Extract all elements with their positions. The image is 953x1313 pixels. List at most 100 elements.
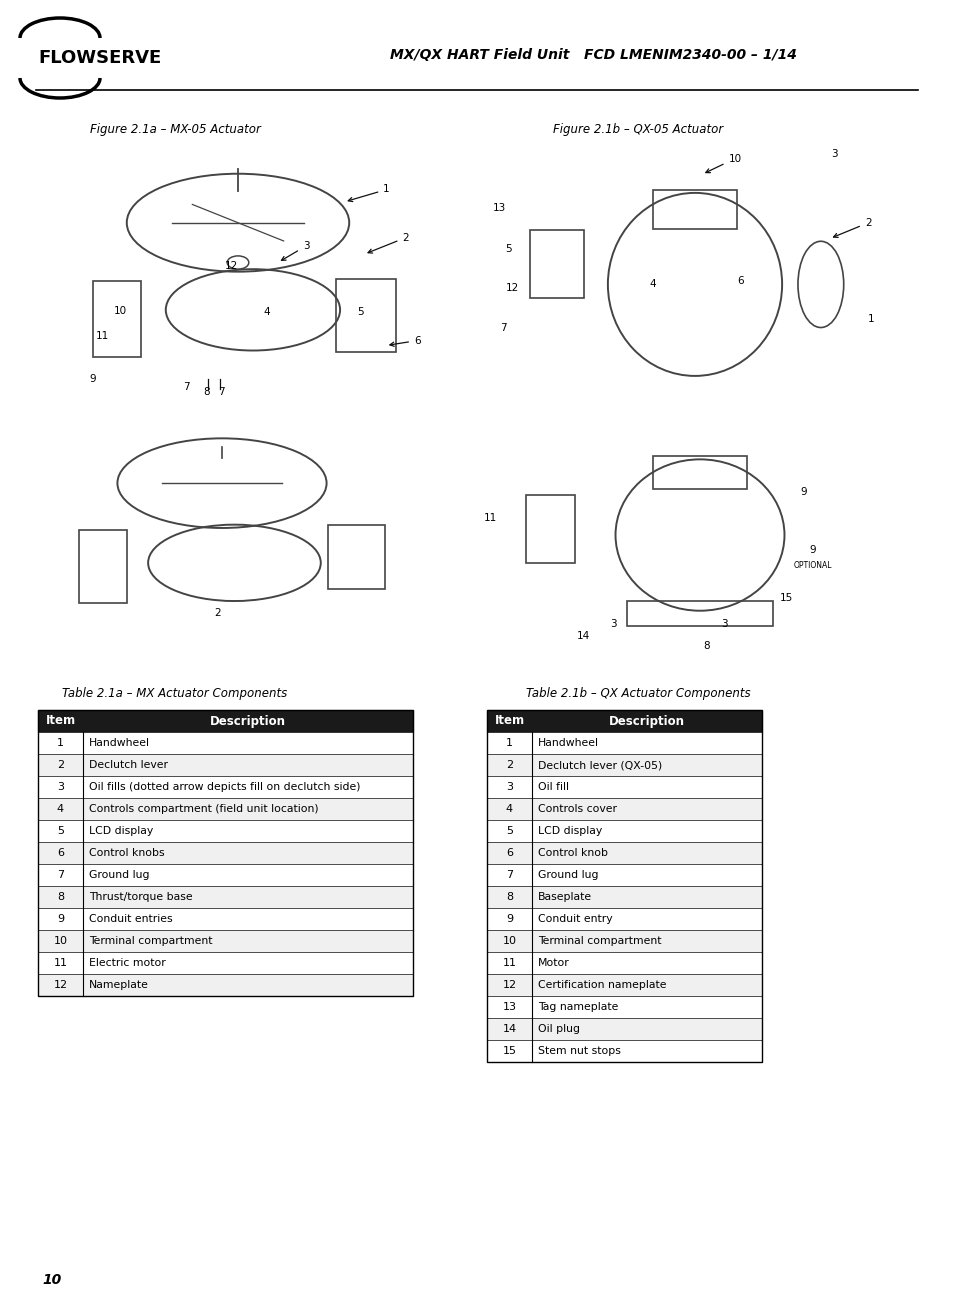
Text: 15: 15: [502, 1046, 516, 1056]
Bar: [486, 710, 761, 733]
Text: 11: 11: [53, 958, 68, 968]
Text: 9: 9: [808, 545, 815, 554]
Bar: [486, 909, 761, 930]
Text: 5: 5: [505, 826, 513, 836]
Bar: [38, 710, 413, 997]
Text: 10: 10: [113, 306, 127, 316]
Text: Control knob: Control knob: [537, 848, 607, 857]
Bar: [486, 952, 761, 974]
Text: 7: 7: [57, 871, 64, 880]
Text: Table 2.1b – QX Actuator Components: Table 2.1b – QX Actuator Components: [525, 688, 749, 701]
Bar: [328, 525, 384, 590]
Text: 7: 7: [183, 382, 190, 393]
Text: Controls compartment (field unit location): Controls compartment (field unit locatio…: [89, 804, 318, 814]
Text: 6: 6: [737, 277, 743, 286]
Bar: [486, 798, 761, 821]
Text: 9: 9: [505, 914, 513, 924]
Text: Terminal compartment: Terminal compartment: [89, 936, 213, 945]
Text: Oil plug: Oil plug: [537, 1024, 579, 1035]
Text: 11: 11: [483, 513, 497, 523]
Text: 5: 5: [504, 244, 511, 253]
Bar: [486, 821, 761, 842]
Text: 14: 14: [502, 1024, 516, 1035]
Text: 3: 3: [57, 783, 64, 792]
Text: Description: Description: [608, 714, 684, 727]
Text: 2: 2: [505, 760, 513, 769]
Bar: [486, 1018, 761, 1040]
Bar: [38, 733, 413, 754]
Text: 6: 6: [57, 848, 64, 857]
Text: 9: 9: [800, 487, 806, 496]
Text: 1: 1: [505, 738, 513, 748]
Text: LCD display: LCD display: [537, 826, 601, 836]
Text: Declutch lever (QX-05): Declutch lever (QX-05): [537, 760, 661, 769]
Text: 3: 3: [720, 620, 727, 629]
Text: 3: 3: [505, 783, 513, 792]
Text: 1: 1: [57, 738, 64, 748]
Bar: [486, 997, 761, 1018]
Text: 2: 2: [368, 232, 409, 253]
Text: Handwheel: Handwheel: [537, 738, 598, 748]
Text: MX/QX HART Field Unit   FCD LMENIM2340-00 – 1/14: MX/QX HART Field Unit FCD LMENIM2340-00 …: [390, 49, 796, 62]
Bar: [652, 190, 737, 228]
Text: 3: 3: [610, 620, 617, 629]
Text: 13: 13: [493, 204, 506, 213]
Bar: [38, 710, 413, 733]
Text: 4: 4: [505, 804, 513, 814]
Text: 4: 4: [263, 307, 270, 318]
Bar: [486, 1040, 761, 1062]
Text: 5: 5: [357, 307, 364, 318]
Text: 10: 10: [502, 936, 516, 945]
Text: 12: 12: [505, 284, 518, 293]
Text: 8: 8: [57, 892, 64, 902]
Bar: [38, 909, 413, 930]
Text: 5: 5: [57, 826, 64, 836]
Bar: [529, 230, 583, 298]
Text: 13: 13: [502, 1002, 516, 1012]
Bar: [486, 710, 761, 1062]
Text: Nameplate: Nameplate: [89, 979, 149, 990]
Text: 10: 10: [42, 1274, 61, 1287]
Text: Figure 2.1b – QX-05 Actuator: Figure 2.1b – QX-05 Actuator: [553, 123, 722, 137]
Text: Declutch lever: Declutch lever: [89, 760, 168, 769]
Bar: [486, 974, 761, 997]
Text: 2: 2: [214, 608, 221, 618]
Text: Baseplate: Baseplate: [537, 892, 592, 902]
Bar: [38, 776, 413, 798]
Text: 7: 7: [505, 871, 513, 880]
Text: 2: 2: [57, 760, 64, 769]
Text: 1: 1: [867, 314, 873, 324]
Text: LCD display: LCD display: [89, 826, 153, 836]
Bar: [92, 281, 141, 357]
Text: 7: 7: [499, 323, 506, 334]
Text: Stem nut stops: Stem nut stops: [537, 1046, 620, 1056]
Text: Certification nameplate: Certification nameplate: [537, 979, 666, 990]
Text: 4: 4: [649, 280, 656, 289]
Text: Item: Item: [46, 714, 75, 727]
Text: Controls cover: Controls cover: [537, 804, 617, 814]
Bar: [38, 798, 413, 821]
Text: Handwheel: Handwheel: [89, 738, 150, 748]
Bar: [486, 886, 761, 909]
Text: 14: 14: [577, 630, 590, 641]
Text: 7: 7: [218, 387, 225, 398]
Text: Ground lug: Ground lug: [89, 871, 150, 880]
Text: 11: 11: [502, 958, 516, 968]
Text: Oil fills (dotted arrow depicts fill on declutch side): Oil fills (dotted arrow depicts fill on …: [89, 783, 360, 792]
Text: 9: 9: [57, 914, 64, 924]
Text: FLOWSERVE: FLOWSERVE: [38, 49, 161, 67]
Text: Control knobs: Control knobs: [89, 848, 165, 857]
Text: Terminal compartment: Terminal compartment: [537, 936, 660, 945]
Text: OPTIONAL: OPTIONAL: [793, 562, 831, 570]
Text: Conduit entries: Conduit entries: [89, 914, 172, 924]
Bar: [38, 952, 413, 974]
Text: Description: Description: [210, 714, 286, 727]
Bar: [486, 930, 761, 952]
Text: 12: 12: [225, 261, 237, 272]
Text: 10: 10: [705, 154, 740, 173]
Text: Thrust/torque base: Thrust/torque base: [89, 892, 193, 902]
Bar: [38, 930, 413, 952]
Text: 10: 10: [53, 936, 68, 945]
Text: Conduit entry: Conduit entry: [537, 914, 612, 924]
Text: 2: 2: [833, 218, 870, 238]
